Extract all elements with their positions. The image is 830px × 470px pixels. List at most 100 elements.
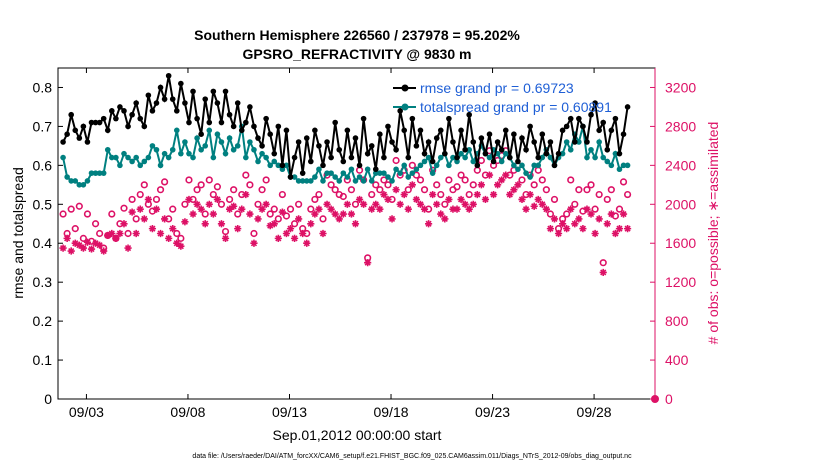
rmse-point — [161, 96, 168, 102]
obs-assimilated-point — [136, 205, 144, 213]
obs-assimilated-point — [156, 229, 165, 238]
rmse-point — [567, 115, 574, 122]
obs-possible-point — [71, 225, 79, 233]
spread-point — [316, 166, 322, 173]
rmse-point — [121, 108, 127, 114]
obs-assimilated-point — [335, 215, 343, 223]
spread-point — [458, 150, 464, 157]
rmse-point — [218, 119, 225, 126]
spread-point — [230, 146, 237, 153]
obs-possible-point — [59, 210, 67, 218]
spread-point — [202, 143, 209, 149]
spread-point — [559, 150, 566, 157]
obs-assimilated-point — [351, 220, 360, 228]
spread-point — [523, 170, 529, 176]
x-tick-label: 09/18 — [373, 404, 408, 420]
obs-possible-point — [213, 183, 222, 191]
rmse-point — [320, 162, 326, 169]
obs-assimilated-point — [563, 225, 571, 233]
obs-assimilated-point — [339, 210, 347, 218]
obs-possible-point — [331, 186, 339, 194]
spread-point — [226, 135, 233, 141]
y-right-origin-marker — [651, 395, 659, 403]
obs-possible-point — [108, 210, 116, 218]
rmse-point — [535, 154, 542, 161]
obs-possible-point — [83, 210, 92, 218]
legend: rmse grand pr = 0.69723 totalspread gran… — [393, 80, 612, 115]
obs-possible-point — [136, 190, 144, 199]
obs-assimilated-point — [290, 234, 299, 242]
spread-point — [320, 178, 326, 184]
obs-possible-point — [607, 186, 615, 194]
rmse-point — [389, 139, 395, 145]
obs-possible-point — [278, 190, 286, 199]
x-tick-label: 09/03 — [69, 404, 104, 420]
spread-point — [206, 127, 213, 134]
rmse-point — [336, 146, 343, 153]
x-tick-label: 09/23 — [475, 404, 510, 420]
obs-assimilated-point — [396, 200, 404, 208]
obs-assimilated-point — [221, 234, 230, 242]
obs-assimilated-point — [96, 241, 104, 249]
rmse-point — [137, 115, 144, 122]
obs-possible-point — [339, 192, 347, 201]
rmse-point — [60, 139, 66, 145]
rmse-point — [165, 72, 172, 79]
rmse-point — [275, 123, 282, 130]
obs-assimilated-point — [327, 205, 335, 213]
rmse-point — [198, 131, 204, 137]
spread-point — [113, 154, 119, 161]
rmse-point — [312, 127, 318, 134]
obs-assimilated-point — [603, 220, 611, 228]
rmse-point — [612, 115, 619, 122]
obs-assimilated-point — [286, 225, 295, 233]
spread-point — [133, 154, 139, 161]
obs-assimilated-point — [404, 205, 412, 213]
obs-assimilated-point — [201, 220, 209, 228]
obs-assimilated-point — [242, 190, 250, 199]
obs-assimilated-point — [254, 215, 262, 223]
rmse-point — [588, 111, 594, 118]
obs-possible-point — [91, 220, 100, 228]
chart-title: Southern Hemisphere 226560 / 237978 = 95… — [194, 27, 520, 43]
spread-point — [88, 170, 95, 176]
rmse-point — [226, 111, 233, 118]
rmse-point — [356, 162, 363, 169]
spread-point — [584, 154, 590, 161]
obs-assimilated-point — [205, 200, 213, 208]
spread-point — [531, 162, 537, 169]
obs-assimilated-point — [104, 231, 112, 240]
rmse-point — [186, 119, 192, 126]
spread-point — [100, 170, 107, 176]
rmse-point — [173, 108, 180, 114]
obs-assimilated-point — [152, 205, 161, 213]
spread-point — [194, 135, 200, 141]
spread-point — [425, 154, 432, 161]
obs-assimilated-point — [579, 225, 587, 233]
chart-subtitle: GPSRO_REFRACTIVITY @ 9830 m — [243, 46, 472, 62]
spread-point — [121, 150, 127, 157]
spread-point — [576, 139, 582, 145]
obs-possible-point — [368, 190, 376, 199]
y-left-tick-label: 0.7 — [33, 118, 53, 134]
obs-possible-point — [469, 181, 477, 189]
rmse-point — [519, 135, 525, 141]
obs-assimilated-point — [420, 205, 429, 213]
rmse-point — [515, 158, 521, 165]
obs-assimilated-point — [433, 200, 441, 208]
spread-point — [295, 178, 302, 184]
spread-point — [397, 170, 403, 176]
obs-possible-point — [209, 190, 217, 199]
axes: 09/03 09/08 09/13 09/18 09/23 09/28 0 0.1 0.2 0.3… — [33, 68, 696, 420]
obs-possible-point — [347, 186, 356, 194]
rmse-point — [190, 88, 196, 95]
obs-possible-point — [185, 176, 193, 184]
spread-point — [360, 178, 367, 184]
obs-assimilated-point — [173, 239, 181, 247]
obs-possible-point — [286, 205, 295, 213]
rmse-point — [429, 158, 436, 165]
obs-possible-point — [290, 220, 299, 228]
obs-possible-point — [262, 176, 270, 184]
obs-assimilated-point — [315, 205, 323, 213]
obs-possible-point — [169, 205, 177, 213]
